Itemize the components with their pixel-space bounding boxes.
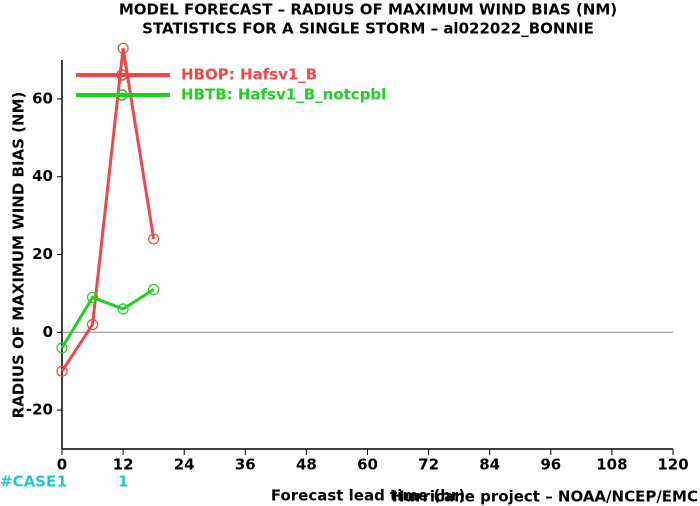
y-axis-label: RADIUS OF MAXIMUM WIND BIAS (NM) [10,92,28,419]
data-point [148,283,160,296]
data-point [117,303,129,315]
x-tick-label: 12 [113,456,134,474]
chart-title: MODEL FORECAST – RADIUS OF MAXIMUM WIND … [119,1,617,19]
y-tick-label: 0 [43,323,53,341]
footer: Hurricane project – NOAA/NCEP/EMC [392,488,698,506]
y-tick-label: 40 [32,167,53,185]
data-point [56,365,68,377]
data-point [117,42,129,54]
x-tick-label: 120 [657,456,688,474]
y-tick-label: 60 [32,89,53,107]
x-tick-label: 24 [174,456,195,474]
x-tick-label: 72 [418,456,439,474]
y-tick-label: -20 [26,401,53,419]
legend-marker [116,69,128,81]
y-tick-label: 20 [32,245,53,263]
legend-label: HBOP: Hafsv1_B [181,66,317,84]
chart-subtitle: STATISTICS FOR A SINGLE STORM – al022022… [142,20,594,38]
data-point [148,233,160,245]
data-point [86,291,99,303]
series-line [60,288,155,349]
x-axis-label: Forecast lead time (hr) [271,487,465,505]
x-tick-label: 84 [479,456,500,474]
x-tick-label: 48 [296,456,317,474]
case-count: 1 [118,473,128,491]
x-tick-label: 96 [540,456,561,474]
series-line [60,48,156,373]
x-tick-label: 0 [57,456,67,474]
data-point [86,318,99,331]
case-count: 1 [57,473,67,491]
x-tick-label: 60 [357,456,378,474]
x-tick-label: 108 [596,456,627,474]
x-tick-label: 36 [235,456,256,474]
legend-marker [116,89,128,101]
legend-label: HBTB: Hafsv1_B_notcpbl [181,86,386,104]
data-point [56,342,68,354]
case-label: #CASE [0,473,56,491]
